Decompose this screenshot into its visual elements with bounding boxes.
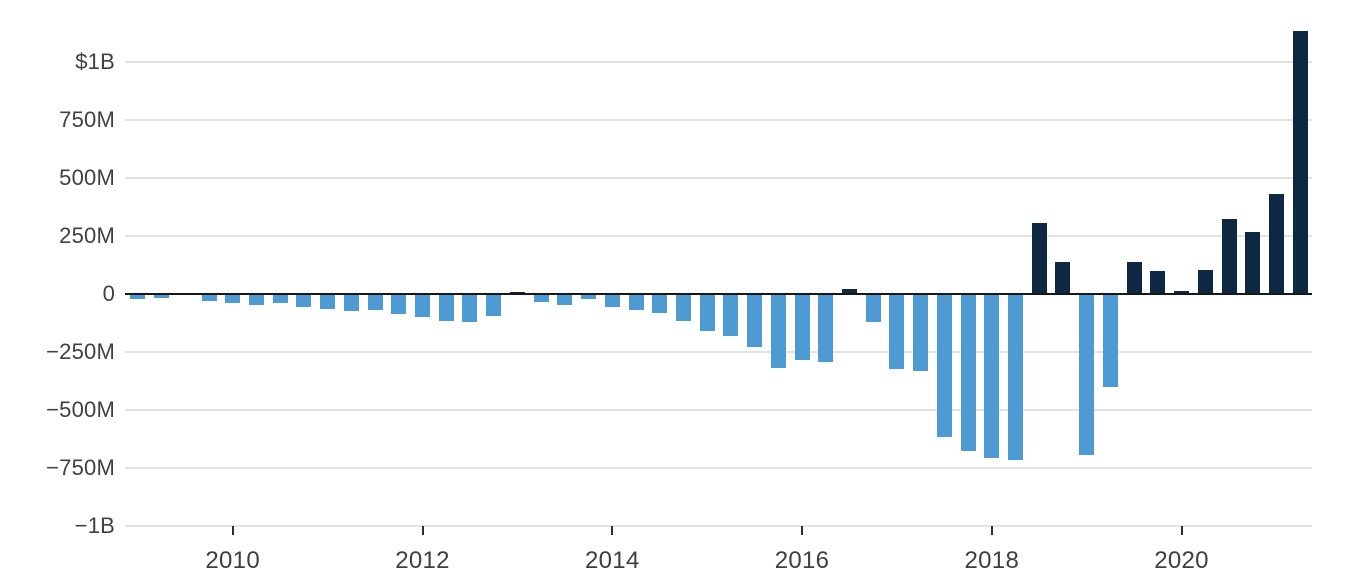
bar-q2-2017[interactable]	[913, 294, 929, 371]
bar-q1-2012[interactable]	[415, 294, 430, 317]
y-axis-label: $1B	[75, 49, 115, 74]
y-axis-label: −500M	[46, 397, 115, 422]
bar-q4-2011[interactable]	[391, 294, 407, 315]
bar-q2-2013[interactable]	[533, 294, 549, 303]
bar-q3-2015[interactable]	[747, 294, 763, 347]
y-axis-label: −1B	[74, 513, 115, 538]
bar-q2-2011[interactable]	[343, 294, 359, 311]
x-axis-label: 2018	[964, 547, 1020, 574]
bar-q2-2014[interactable]	[628, 294, 644, 310]
bar-q2-2009[interactable]	[154, 294, 170, 298]
gridline--250	[125, 351, 1312, 353]
bar-q1-2009[interactable]	[130, 294, 146, 300]
bar-q3-2014[interactable]	[652, 294, 668, 313]
bar-q1-2017[interactable]	[889, 294, 905, 369]
bar-q4-2018[interactable]	[1055, 262, 1071, 294]
bar-q3-2019[interactable]	[1126, 261, 1142, 294]
gridline-250	[125, 235, 1312, 237]
gridline--750	[125, 467, 1312, 469]
gridline-750	[125, 119, 1312, 121]
bar-q3-2016[interactable]	[842, 289, 857, 294]
bar-q1-2011[interactable]	[320, 294, 336, 310]
gridline--500	[125, 409, 1312, 411]
bar-q4-2010[interactable]	[296, 294, 312, 308]
bar-q3-2013[interactable]	[557, 294, 573, 305]
bar-q4-2017[interactable]	[960, 294, 976, 452]
x-axis-label: 2010	[205, 547, 260, 574]
y-axis-label: −750M	[46, 455, 115, 480]
bar-q2-2019[interactable]	[1102, 294, 1118, 387]
bar-q1-2015[interactable]	[699, 294, 715, 331]
x-tick-2016	[801, 526, 803, 535]
bar-q3-2017[interactable]	[936, 294, 952, 437]
bar-q4-2009[interactable]	[201, 294, 217, 301]
x-tick-2014	[611, 526, 614, 535]
bar-q4-2013[interactable]	[581, 294, 596, 300]
bar-q1-2021[interactable]	[1268, 193, 1284, 294]
x-axis-label: 2020	[1154, 547, 1209, 574]
y-axis-label: 750M	[59, 107, 115, 132]
bar-q4-2012[interactable]	[486, 294, 502, 316]
bar-q4-2016[interactable]	[865, 294, 881, 323]
gridline-1000	[125, 61, 1312, 63]
bar-q3-2020[interactable]	[1221, 219, 1237, 294]
bar-q4-2014[interactable]	[675, 294, 691, 321]
bar-q1-2020[interactable]	[1174, 291, 1189, 294]
bar-q1-2014[interactable]	[604, 294, 620, 307]
y-axis-label: 0	[102, 281, 115, 306]
bar-q1-2018[interactable]	[984, 294, 1000, 458]
x-tick-2020	[1180, 526, 1183, 535]
bar-q3-2018[interactable]	[1031, 223, 1047, 294]
gridline--1000	[125, 525, 1312, 527]
bar-q3-2011[interactable]	[367, 294, 383, 310]
bar-q2-2015[interactable]	[723, 294, 739, 337]
gridline-500	[125, 177, 1312, 179]
x-tick-2012	[421, 526, 424, 535]
x-axis-label: 2016	[774, 547, 830, 574]
bar-q3-2010[interactable]	[272, 294, 288, 303]
x-axis-label: 2014	[585, 547, 640, 574]
bar-q2-2021[interactable]	[1292, 30, 1308, 294]
bar-q4-2015[interactable]	[770, 294, 786, 368]
bar-q2-2010[interactable]	[249, 294, 264, 306]
bar-q1-2016[interactable]	[794, 294, 810, 360]
bar-q2-2020[interactable]	[1197, 270, 1213, 294]
bar-q1-2010[interactable]	[225, 294, 241, 303]
bar-q1-2013[interactable]	[509, 291, 525, 294]
y-axis-label: 500M	[59, 165, 115, 190]
bar-q2-2012[interactable]	[438, 294, 454, 321]
bar-q2-2016[interactable]	[818, 294, 834, 362]
y-axis-label: 250M	[59, 223, 115, 248]
bar-q1-2019[interactable]	[1079, 294, 1095, 455]
zero-baseline	[125, 293, 1312, 295]
x-tick-2018	[990, 526, 993, 535]
bar-q2-2018[interactable]	[1008, 294, 1023, 461]
bar-q4-2019[interactable]	[1150, 270, 1166, 294]
x-tick-2010	[231, 526, 234, 535]
y-axis-label: −250M	[46, 339, 115, 364]
bar-q4-2020[interactable]	[1245, 232, 1261, 294]
x-axis-label: 2012	[395, 547, 450, 574]
bar-q3-2012[interactable]	[462, 294, 478, 323]
